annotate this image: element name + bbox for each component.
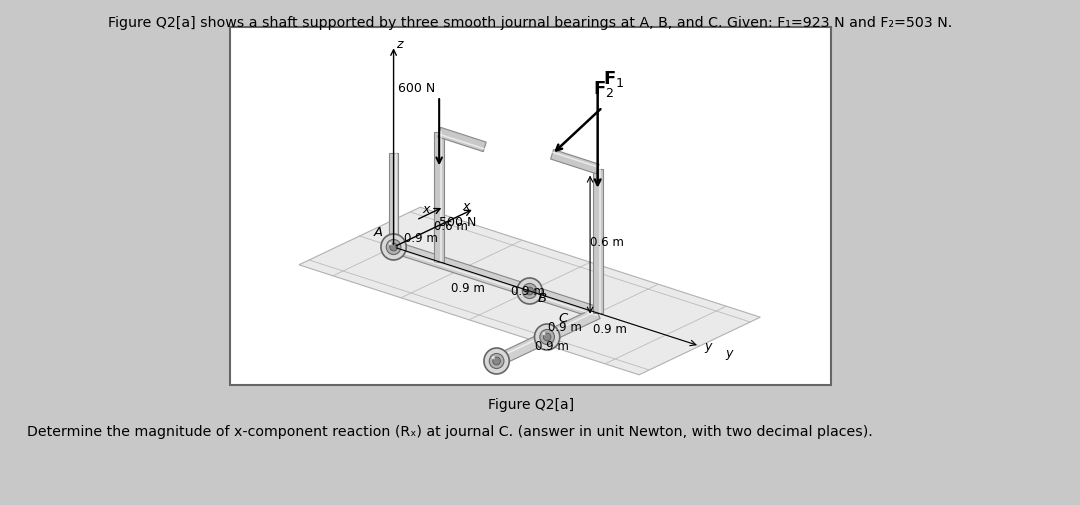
Circle shape	[484, 348, 510, 374]
Polygon shape	[434, 133, 444, 262]
FancyBboxPatch shape	[230, 28, 831, 385]
Polygon shape	[551, 150, 599, 174]
Circle shape	[542, 332, 545, 336]
Text: 0.6 m: 0.6 m	[434, 220, 469, 233]
Circle shape	[390, 243, 397, 251]
Polygon shape	[437, 128, 486, 153]
Circle shape	[526, 287, 534, 295]
Text: Figure Q2[a] shows a shaft supported by three smooth journal bearings at A, B, a: Figure Q2[a] shows a shaft supported by …	[108, 16, 951, 30]
Text: C: C	[558, 312, 568, 324]
Circle shape	[525, 287, 528, 290]
Text: F$_1$: F$_1$	[603, 69, 624, 88]
Circle shape	[389, 243, 392, 246]
Text: 0.9 m: 0.9 m	[593, 322, 626, 335]
Circle shape	[540, 330, 554, 345]
Text: A: A	[374, 226, 383, 238]
Text: x: x	[422, 203, 430, 215]
Text: y: y	[725, 346, 732, 359]
Circle shape	[523, 284, 537, 299]
Circle shape	[492, 358, 500, 365]
Polygon shape	[495, 332, 550, 367]
Polygon shape	[392, 242, 531, 297]
Polygon shape	[389, 154, 399, 247]
Text: y: y	[704, 339, 712, 352]
Text: 0.9 m: 0.9 m	[451, 281, 485, 294]
Circle shape	[535, 324, 559, 350]
Text: 0.6 m: 0.6 m	[590, 235, 624, 248]
Circle shape	[543, 333, 551, 341]
Text: x: x	[462, 199, 470, 212]
Text: 0.9 m: 0.9 m	[404, 231, 437, 244]
Circle shape	[387, 240, 401, 255]
Text: B: B	[538, 291, 546, 305]
Polygon shape	[544, 308, 600, 343]
Text: 0.9 m: 0.9 m	[535, 339, 569, 352]
Circle shape	[517, 278, 542, 305]
Text: Figure Q2[a]: Figure Q2[a]	[487, 397, 573, 411]
Polygon shape	[593, 170, 603, 314]
Polygon shape	[528, 286, 599, 319]
Circle shape	[489, 354, 504, 369]
Text: 0.9 m: 0.9 m	[511, 284, 544, 297]
Text: 500 N: 500 N	[440, 215, 476, 228]
Polygon shape	[299, 208, 760, 375]
Text: F$_2$: F$_2$	[593, 79, 615, 99]
Text: 0.9 m: 0.9 m	[549, 321, 582, 333]
Circle shape	[491, 357, 495, 360]
Text: 600 N: 600 N	[399, 82, 435, 95]
Circle shape	[381, 234, 406, 261]
Text: z: z	[396, 38, 403, 52]
Text: Determine the magnitude of x-component reaction (Rₓ) at journal C. (answer in un: Determine the magnitude of x-component r…	[27, 424, 873, 438]
